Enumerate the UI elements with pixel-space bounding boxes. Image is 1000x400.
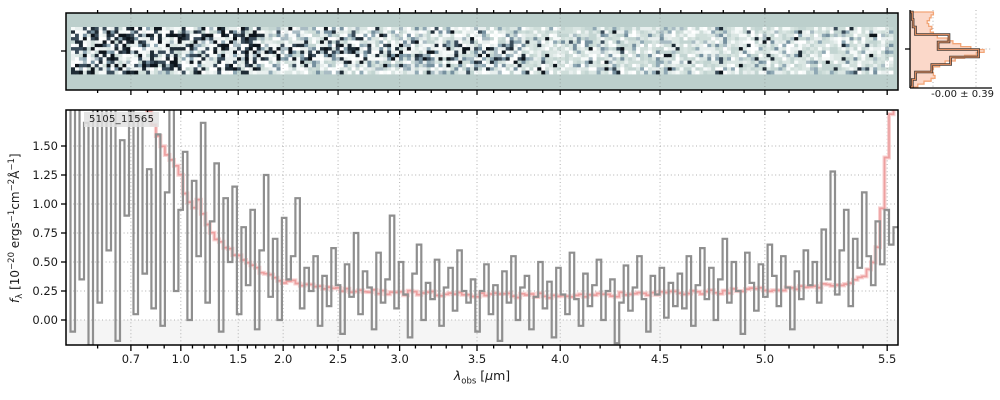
y-tick-label: 1.00 <box>32 196 58 211</box>
x-tick-label: 4.5 <box>650 352 670 366</box>
x-tick-label: 4.0 <box>551 352 570 366</box>
spectrum-2d-ticks <box>61 8 888 95</box>
pixel-distribution-panel <box>905 10 992 89</box>
spectrum-data <box>69 110 898 345</box>
x-tick-label: 0.7 <box>121 352 141 366</box>
x-tick-label: 3.0 <box>390 352 409 366</box>
spectrum-1d-ticks <box>61 110 888 351</box>
y-tick-label: 1.50 <box>32 138 58 153</box>
spectrum-2d-noise <box>71 27 894 75</box>
hist-stats-label: -0.00 ± 0.39 <box>931 89 994 100</box>
y-tick-label: 0.75 <box>32 225 58 240</box>
spectrum-1d-panel <box>61 109 899 351</box>
x-tick-label: 2.0 <box>273 352 293 366</box>
x-axis-label: λobs [μm] <box>453 368 511 387</box>
spectrum-2d-panel <box>61 8 899 95</box>
spectrum-1d-frame <box>65 109 899 346</box>
x-tick-label: 3.5 <box>467 352 487 366</box>
source-id-label: 5105_11565 <box>84 112 160 127</box>
observed-spectrum-line <box>69 110 898 345</box>
y-tick-label: 0.50 <box>32 254 58 269</box>
y-tick-label: 0.25 <box>32 283 58 298</box>
hist-overlay <box>910 11 980 88</box>
y-tick-label: 0.00 <box>32 312 58 327</box>
below-zero-shading <box>66 320 898 345</box>
y-tick-label: 1.25 <box>32 167 58 182</box>
hist-spines <box>905 10 992 89</box>
x-tick-label: 5.5 <box>878 352 897 366</box>
x-tick-label: 1.5 <box>229 352 248 366</box>
y-axis-label: fλ [10−20 ergs−1cm−2Å−1] <box>6 153 26 303</box>
x-tick-label: 2.5 <box>328 352 348 366</box>
x-tick-label: 5.0 <box>755 352 775 366</box>
x-tick-label: 1.0 <box>171 352 190 366</box>
